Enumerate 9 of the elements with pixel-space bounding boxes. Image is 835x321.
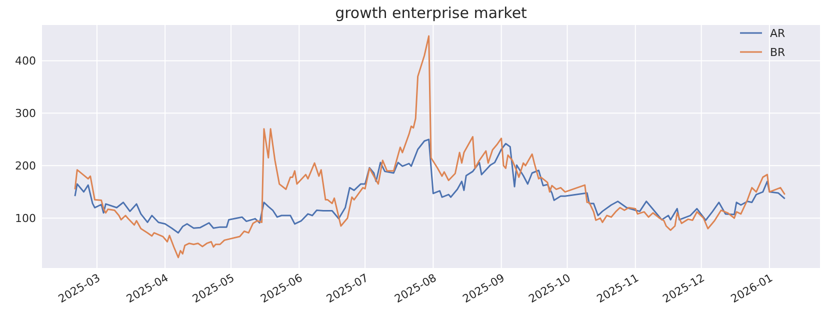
y-tick-label: 100 <box>15 212 36 225</box>
y-tick-label: 400 <box>15 54 36 68</box>
line-series <box>74 138 786 234</box>
line-series <box>74 35 786 258</box>
chart-title: growth enterprise market <box>335 4 528 22</box>
y-tick-label: 300 <box>15 107 36 120</box>
y-tick-label: 200 <box>15 160 36 173</box>
legend-label: BR <box>770 46 786 59</box>
legend-label: AR <box>770 26 786 40</box>
